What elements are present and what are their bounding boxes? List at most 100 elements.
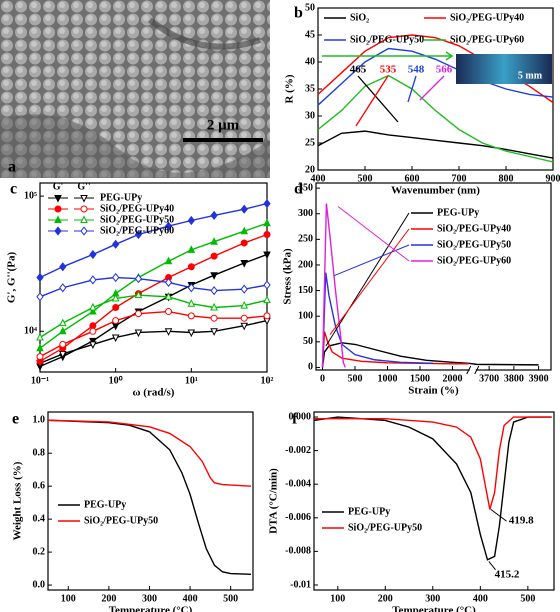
legend-label: SiO₂/PEG-UPy60	[100, 225, 174, 236]
plot-frame	[317, 7, 554, 171]
peak-label: 566	[436, 64, 453, 76]
y-tick-label: 150	[298, 285, 313, 296]
point	[112, 272, 120, 283]
plot-frame	[47, 411, 254, 591]
x-tick-label: 1500	[410, 373, 430, 384]
series-line-loss	[39, 276, 268, 298]
legend-label: SiO₂/PEG-UPy40	[437, 223, 511, 234]
panel-label: b	[294, 5, 303, 22]
point	[36, 353, 44, 361]
point	[187, 329, 196, 338]
series-line	[39, 233, 268, 362]
legend-arrow	[337, 206, 410, 262]
plot-frame	[315, 182, 552, 371]
point	[36, 292, 44, 302]
point	[263, 230, 271, 238]
point	[112, 303, 120, 311]
y-tick-label: -0.002	[285, 445, 311, 456]
y-tick-label: 200	[298, 259, 313, 270]
point	[240, 322, 249, 331]
x-tick-label: 100	[330, 593, 345, 604]
point	[134, 290, 143, 299]
y-axis-label: Stress (kPa)	[282, 248, 294, 305]
point	[36, 332, 44, 341]
x-tick-label: 800	[499, 173, 514, 184]
x-tick-label: 10⁰	[109, 375, 123, 386]
peak-arrow	[407, 75, 417, 103]
x-tick-label: 3800	[504, 373, 524, 384]
x-tick-label: 200	[101, 593, 116, 604]
y-tick-label: 0.8	[33, 448, 46, 459]
series-line	[39, 202, 268, 279]
point	[80, 195, 88, 203]
point	[134, 329, 143, 338]
x-axis-label: Temperature (°C)	[392, 605, 476, 612]
inset-scale: 5 mm	[518, 70, 543, 81]
point	[54, 226, 62, 236]
series-line-loss	[39, 294, 268, 339]
y-tick-label: 0.2	[33, 546, 46, 557]
point	[210, 237, 218, 245]
sem-image	[0, 0, 270, 178]
legend-label: SiO₂/PEG-UPy60	[450, 34, 524, 45]
point	[80, 226, 88, 236]
legend-arrow	[325, 212, 410, 347]
point	[134, 274, 143, 284]
x-tick-label: 0	[320, 373, 325, 384]
point	[54, 215, 62, 223]
y-tick-label: 350	[298, 182, 313, 193]
annotation-line	[490, 508, 507, 522]
legend-label: SiO₂/PEG-UPy60	[437, 255, 511, 266]
legend-label: PEG-UPy	[84, 499, 126, 510]
series-line	[321, 331, 469, 368]
legend-label: SiO₂/PEG-UPy40	[450, 12, 524, 23]
point	[187, 263, 195, 271]
panel-label: d	[294, 181, 303, 198]
point	[263, 199, 271, 209]
x-tick-label: 900	[546, 173, 560, 184]
x-tick-label: 3900	[529, 373, 549, 384]
point	[164, 221, 173, 231]
panel-label: f	[292, 411, 298, 428]
legend-arrow	[329, 228, 410, 335]
x-tick-label: 500	[520, 593, 535, 604]
point	[263, 312, 271, 320]
y-tick-label: 10⁵	[24, 190, 37, 201]
legend-label: PEG-UPy	[437, 207, 479, 218]
x-axis-label: ω (rad/s)	[133, 387, 175, 399]
point	[36, 343, 44, 352]
peak-label: 465	[350, 64, 367, 76]
x-tick-label: 400	[183, 593, 198, 604]
y-tick-label: 1.0	[33, 415, 46, 426]
y-tick-label: 20	[305, 164, 315, 175]
point	[187, 283, 195, 293]
y-tick-label: 30	[305, 110, 315, 121]
point	[263, 295, 271, 304]
x-tick-label: 10²	[261, 375, 274, 386]
point	[89, 341, 97, 350]
peak-label: 548	[408, 64, 425, 76]
y-tick-label: -0.01	[290, 579, 311, 590]
y-axis-label: G', G''(Pa)	[6, 252, 18, 304]
legend-label: PEG-UPy	[348, 506, 390, 517]
annotation: 419.8	[509, 515, 534, 527]
point	[89, 337, 97, 346]
series-line-loss	[39, 310, 268, 358]
x-tick-label: 10⁻¹	[31, 375, 49, 386]
point	[89, 306, 97, 315]
y-axis-label: DTA (°C/min)	[268, 468, 280, 534]
point	[164, 277, 173, 288]
point	[111, 293, 120, 302]
point	[80, 215, 88, 223]
point	[240, 284, 248, 294]
x-tick-label: 300	[142, 593, 157, 604]
inset-photo	[456, 54, 552, 84]
series-line	[317, 47, 554, 106]
point	[59, 340, 67, 348]
y-tick-label: 0.6	[33, 480, 46, 491]
legend-header: G''	[77, 181, 91, 192]
y-tick-label: 0.0	[33, 579, 46, 590]
x-tick-label: 200	[378, 593, 393, 604]
y-tick-label: 100	[298, 311, 313, 322]
